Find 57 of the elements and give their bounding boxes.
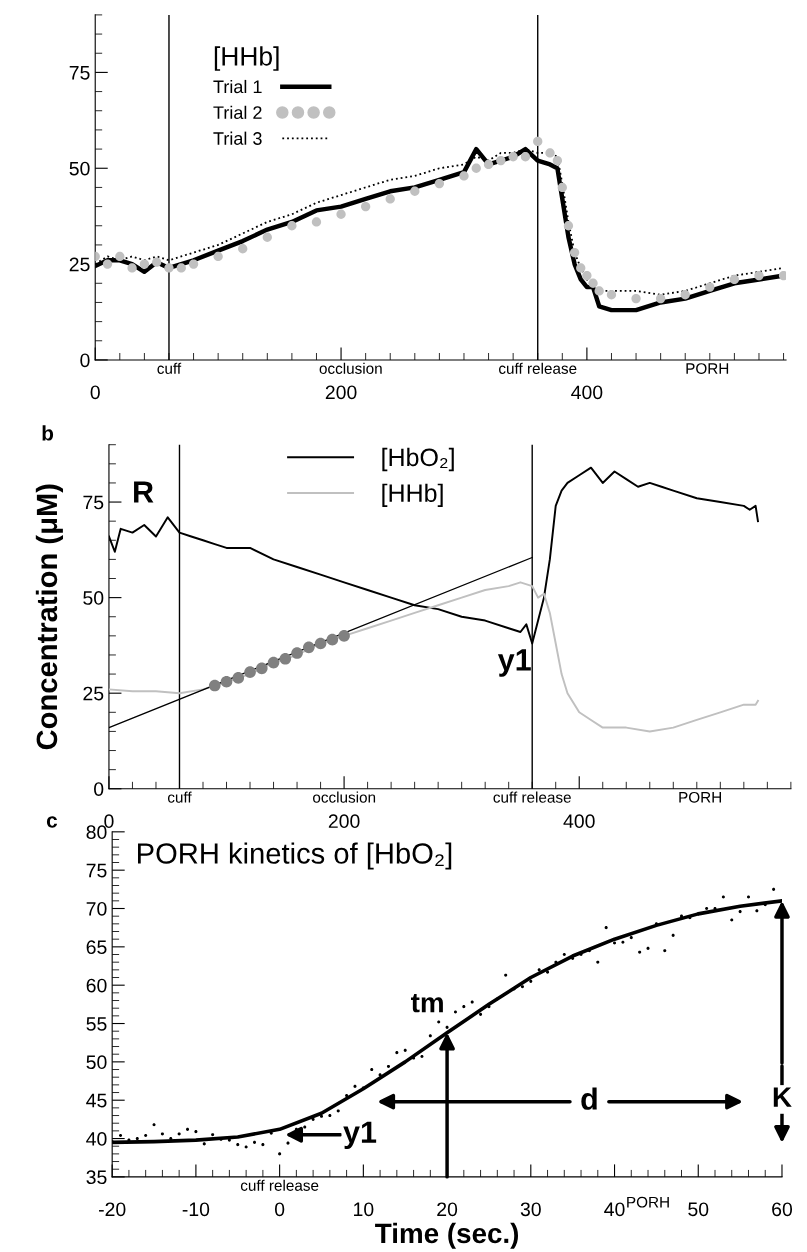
y-tick-label: 25 [69,257,90,272]
x-tick-label: 50 [688,1202,709,1217]
y-tick-label: 35 [86,1170,107,1185]
text: cuff release [240,1179,319,1191]
legend-label: [HHb] [382,483,443,507]
y-tick-label: 50 [83,591,104,605]
ref-line-label: cuff [157,362,182,374]
text: PORH [686,363,729,374]
x-tick-label: -20 [98,1202,126,1217]
y-tick-label: 25 [83,686,104,701]
text: PORH [627,1196,669,1208]
annotation: y1 [343,1121,377,1150]
text: occlusion [313,791,376,803]
x-tick-label: 0 [274,1202,285,1217]
legend-label: [HbO₂] [382,447,454,472]
annotation: tm [411,994,443,1013]
y-tick-label: 75 [86,863,107,878]
y-tick-label: 70 [86,901,107,916]
x-tick-label: 200 [328,814,360,829]
y-tick-label: 75 [69,66,90,80]
x-tick-label: 40 [604,1202,625,1217]
legend-title: [HHb] [214,46,279,71]
y-tick-label: 55 [86,1017,107,1031]
x-tick-label: 10 [354,1202,374,1217]
y-tick-label: 75 [83,495,104,510]
annotation: y1 [497,649,531,677]
y-axis-title: Concentration (μM) [35,484,64,750]
text: PORH [679,791,721,803]
text: occlusion [319,362,382,374]
y-tick-label: 50 [69,161,90,176]
annotation: R [134,481,154,503]
annotation: K [773,1087,792,1107]
y-tick-label: 0 [94,782,104,796]
legend-label: Trial 3 [213,131,262,145]
y-tick-label: 40 [86,1132,107,1146]
ref-line-label: cuff release [493,791,571,803]
x-tick-label: -10 [182,1202,210,1217]
y-tick-label: 65 [86,940,107,955]
text: c [46,816,58,828]
x-axis-title: Time (sec.) [375,1222,519,1249]
legend-label: Trial 1 [213,79,262,94]
chart-title: PORH kinetics of [HbO₂] [138,842,452,870]
y-tick-label: 50 [86,1055,107,1070]
annotation: d [581,1087,597,1110]
x-tick-label: 20 [437,1202,458,1217]
legend-label: Trial 2 [213,105,262,120]
y-tick-label: 60 [86,978,107,993]
x-tick-label: 400 [563,814,595,829]
x-tick-label: 60 [772,1202,793,1217]
x-tick-label: 30 [520,1202,541,1217]
ref-line-label: cuff release [499,362,577,374]
x-tick-label: 200 [325,385,357,400]
y-tick-label: 0 [80,353,90,368]
text: b [42,425,54,441]
y-tick-label: 45 [86,1093,107,1108]
ref-line-label: cuff [167,791,192,803]
x-tick-label: 400 [571,385,603,400]
